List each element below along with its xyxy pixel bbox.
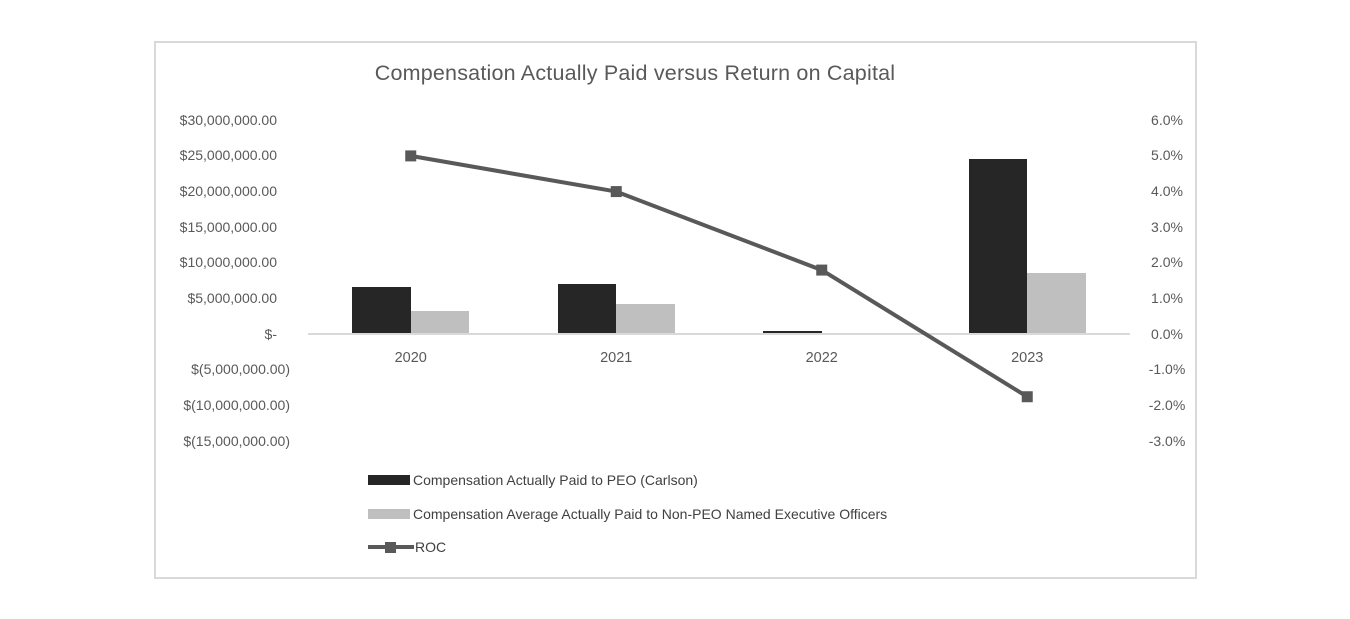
right-axis-tick-label: 3.0% <box>1151 218 1183 235</box>
bar-series2-2023 <box>1027 272 1086 335</box>
legend-roc-marker-glyph <box>385 542 396 553</box>
left-axis-tick-label: $30,000,000.00 <box>179 111 277 128</box>
category-label-2020: 2020 <box>394 350 427 366</box>
roc-marker-2020 <box>405 150 417 162</box>
right-axis-tick-label: 6.0% <box>1151 111 1183 128</box>
right-axis-tick-label: 4.0% <box>1151 183 1183 200</box>
x-axis-line <box>308 333 1130 336</box>
right-axis-tick-label: 5.0% <box>1151 147 1183 164</box>
left-axis-tick-label: $- <box>264 325 277 342</box>
left-axis-tick-label: $10,000,000.00 <box>179 254 277 271</box>
left-axis-tick-label: $25,000,000.00 <box>179 147 277 164</box>
left-axis-tick-label: $(5,000,000.00) <box>191 361 290 378</box>
category-label-2023: 2023 <box>1011 350 1044 366</box>
left-axis-tick-label: $(10,000,000.00) <box>183 397 290 414</box>
legend-label: Compensation Average Actually Paid to No… <box>413 505 888 522</box>
category-label-2021: 2021 <box>600 350 633 366</box>
legend-swatch-peo-bar <box>368 475 410 485</box>
legend-item-series2: Compensation Average Actually Paid to No… <box>368 505 887 523</box>
legend-label: ROC <box>415 539 447 555</box>
right-axis-tick-label: 2.0% <box>1151 254 1183 271</box>
roc-marker-2022 <box>816 264 828 276</box>
roc-line <box>410 153 1029 399</box>
legend-swatch-roc-line <box>368 538 414 556</box>
roc-marker-2023 <box>1021 391 1033 403</box>
right-axis-tick-label: -2.0% <box>1148 397 1186 414</box>
plot-container: Compensation Actually Paid versus Return… <box>156 43 1195 577</box>
legend-label: Compensation Actually Paid to PEO (Carls… <box>413 472 698 488</box>
bar-series1-2022 <box>763 330 822 335</box>
bar-series1-2023 <box>968 159 1028 335</box>
left-axis-tick-label: $(15,000,000.00) <box>183 432 290 449</box>
chart-title: Compensation Actually Paid versus Return… <box>374 61 896 85</box>
right-axis-tick-label: 1.0% <box>1151 290 1183 307</box>
legend-item-series1: Compensation Actually Paid to PEO (Carls… <box>368 471 698 489</box>
right-axis-tick-label: 0.0% <box>1151 325 1183 342</box>
chart-area: Compensation Actually Paid versus Return… <box>154 41 1197 579</box>
bar-series2-2021 <box>616 304 675 335</box>
legend-swatch-non-peo-bar <box>368 508 410 519</box>
left-axis-tick-label: $15,000,000.00 <box>179 218 277 235</box>
left-axis-tick-label: $5,000,000.00 <box>187 290 277 307</box>
roc-marker-2021 <box>610 186 622 198</box>
left-axis-tick-label: $20,000,000.00 <box>179 183 277 200</box>
roc-line-chart <box>405 150 1033 403</box>
bar-series1-2020 <box>352 287 411 335</box>
bar-series2-2020 <box>410 310 470 335</box>
legend-item-series3: ROC <box>368 538 446 556</box>
right-axis-tick-label: -1.0% <box>1148 361 1186 378</box>
bar-series1-2021 <box>557 283 617 335</box>
category-label-2022: 2022 <box>805 350 838 366</box>
right-axis-tick-label: -3.0% <box>1148 432 1186 449</box>
